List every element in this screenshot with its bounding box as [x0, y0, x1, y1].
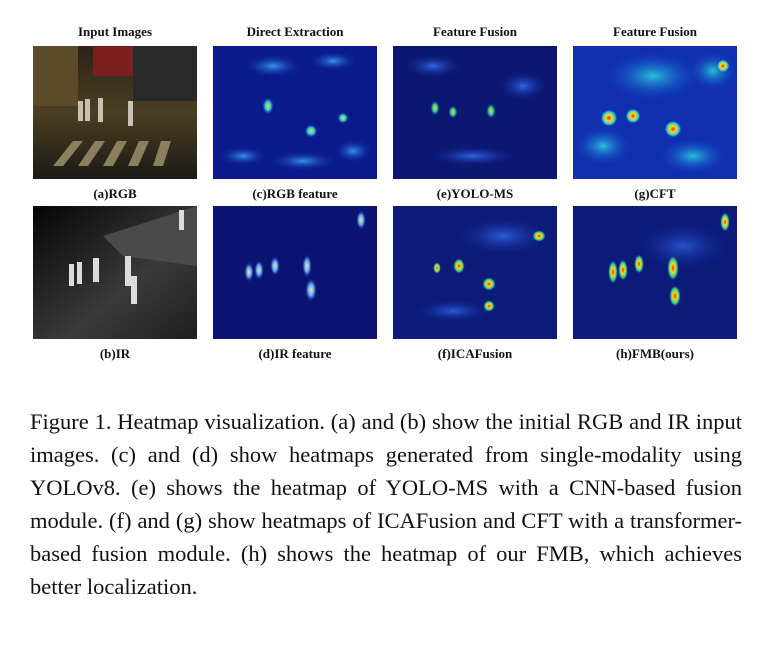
column-header-input-images: Input Images [77, 24, 153, 39]
panel-h-fmb-ours-heatmap [573, 206, 737, 339]
panel-e-yolo-ms-heatmap [393, 46, 557, 179]
sublabel-a-rgb: (a)RGB [93, 186, 137, 201]
figure-caption: Figure 1. Heatmap visualization. (a) and… [30, 409, 742, 599]
sublabel-d-ir-feature: (d)IR feature [258, 346, 332, 361]
sublabel-b-ir: (b)IR [99, 346, 131, 361]
panel-d-ir-feature-heatmap [213, 206, 377, 339]
sublabel-h-fmb-ours: (h)FMB(ours) [616, 346, 694, 361]
panel-f-icafusion-heatmap [393, 206, 557, 339]
sublabel-e-yolo-ms: (e)YOLO-MS [436, 186, 514, 201]
column-header-feature-fusion-1: Feature Fusion [433, 24, 517, 39]
column-header-feature-fusion-2: Feature Fusion [613, 24, 697, 39]
panel-c-rgb-feature-heatmap [213, 46, 377, 179]
sublabel-f-icafusion: (f)ICAFusion [437, 346, 513, 361]
sublabel-g-cft: (g)CFT [634, 186, 676, 201]
column-header-direct-extraction: Direct Extraction [246, 24, 344, 39]
panel-a-rgb-image [33, 46, 197, 179]
panel-b-ir-image [33, 206, 197, 339]
panel-g-cft-heatmap [573, 46, 737, 179]
sublabel-c-rgb-feature: (c)RGB feature [252, 186, 338, 201]
